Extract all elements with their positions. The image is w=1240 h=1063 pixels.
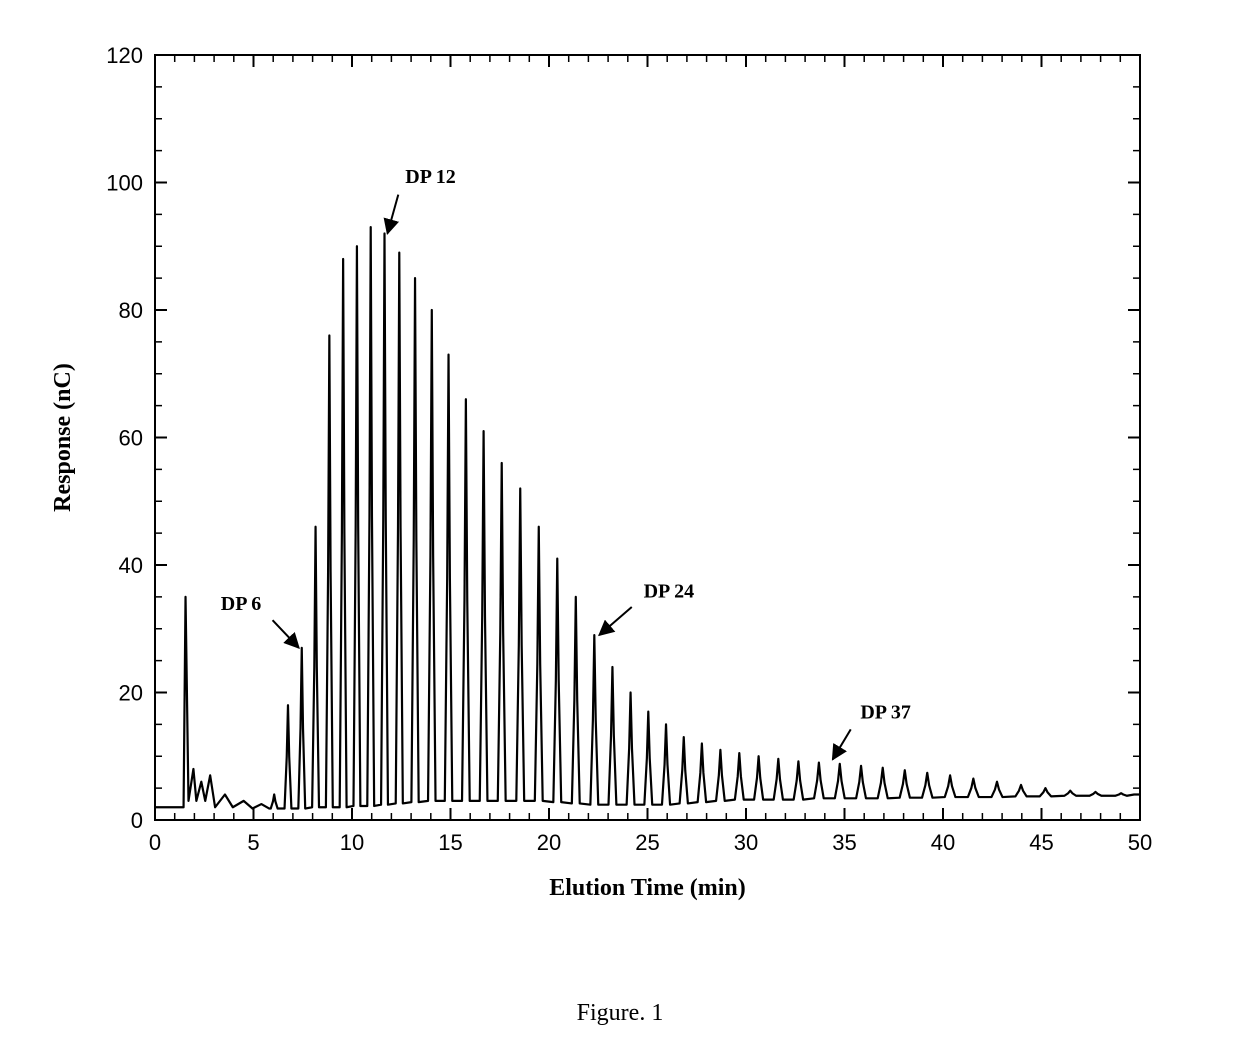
x-tick-label: 25 xyxy=(635,830,659,855)
y-tick-label: 60 xyxy=(119,426,143,451)
y-axis-label: Response (nC) xyxy=(50,363,76,512)
x-tick-label: 10 xyxy=(340,830,364,855)
annotation-label: DP 6 xyxy=(221,593,262,615)
x-tick-label: 35 xyxy=(832,830,856,855)
x-tick-label: 45 xyxy=(1029,830,1053,855)
x-tick-label: 30 xyxy=(734,830,758,855)
annotation-label: DP 24 xyxy=(644,580,695,602)
x-tick-label: 0 xyxy=(149,830,161,855)
x-tick-label: 40 xyxy=(931,830,955,855)
y-tick-label: 20 xyxy=(119,681,143,706)
annotation-label: DP 37 xyxy=(860,701,911,723)
y-tick-label: 100 xyxy=(106,171,143,196)
x-tick-label: 50 xyxy=(1128,830,1152,855)
chromatogram-chart: 0 5 10 15 20 25 30 35 40 45 50 Elution Time (min) 0 2… xyxy=(0,0,1240,1063)
y-tick-label: 40 xyxy=(119,553,143,578)
x-axis-label: Elution Time (min) xyxy=(549,875,745,901)
figure-caption: Figure. 1 xyxy=(0,1000,1240,1027)
y-tick-label: 80 xyxy=(119,298,143,323)
annotation-label: DP 12 xyxy=(405,166,456,188)
x-tick-label: 15 xyxy=(438,830,462,855)
x-tick-label: 5 xyxy=(247,830,259,855)
y-tick-label: 0 xyxy=(131,808,143,833)
y-tick-label: 120 xyxy=(106,43,143,68)
x-tick-label: 20 xyxy=(537,830,561,855)
